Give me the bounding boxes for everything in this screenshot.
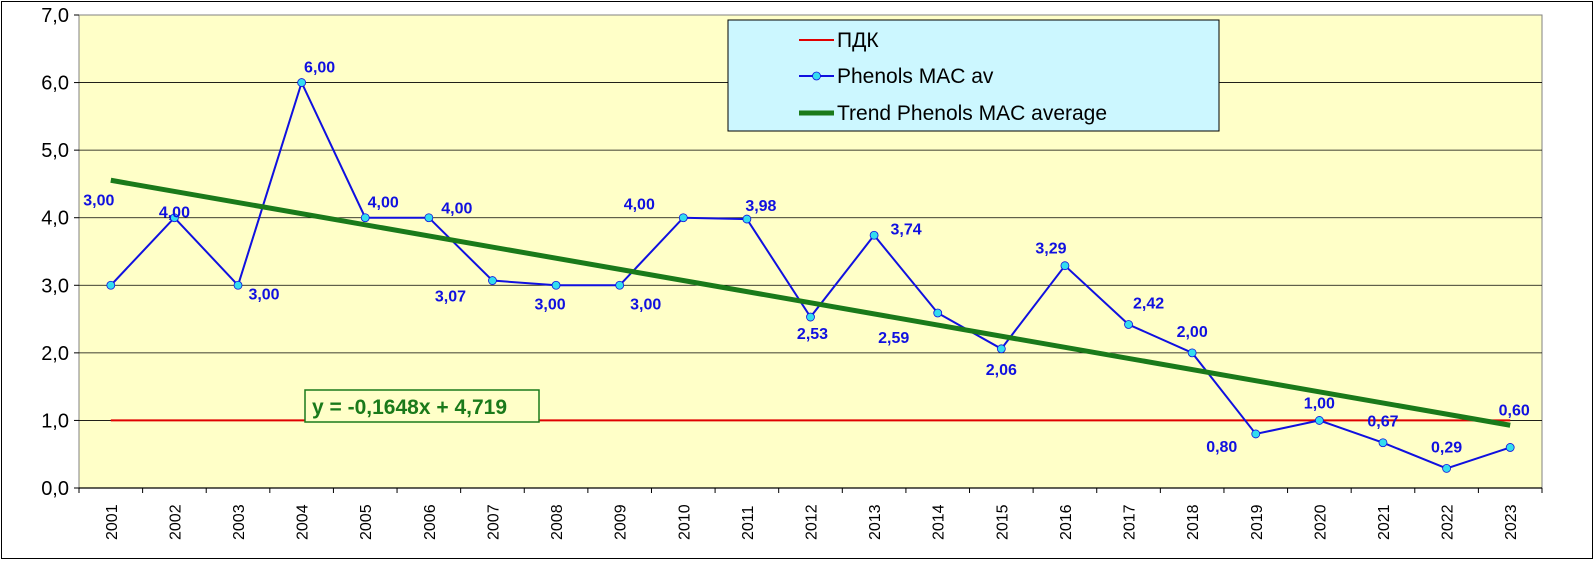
x-axis-ticks: 2001 2002 2003 2004 2005 2006 2007 2008 2009 2010… <box>78 487 1543 540</box>
x-tick-label: 2007 <box>485 504 502 540</box>
data-label: 2,42 <box>1133 295 1164 312</box>
data-label: 3,07 <box>435 289 466 306</box>
x-tick-label: 2010 <box>676 504 693 540</box>
x-tick-label: 2008 <box>549 504 566 540</box>
data-point-marker <box>1124 320 1133 329</box>
data-label: 2,00 <box>1177 324 1208 341</box>
data-label: 4,00 <box>159 205 190 222</box>
data-label: 0,29 <box>1431 439 1462 456</box>
x-tick-label: 2002 <box>167 504 184 540</box>
x-tick-label: 2019 <box>1249 504 1266 540</box>
legend-label-pdk: ПДК <box>837 29 879 52</box>
data-label: 4,00 <box>368 195 399 212</box>
data-label: 4,00 <box>624 197 655 214</box>
y-tick-label: 7,0 <box>41 5 69 27</box>
x-tick-label: 2009 <box>613 504 630 540</box>
x-tick-label: 2006 <box>422 504 439 540</box>
data-point-marker <box>806 312 815 322</box>
y-tick-label: 0,0 <box>41 478 69 500</box>
data-point-marker <box>170 213 179 223</box>
data-point-marker <box>1251 429 1261 439</box>
x-tick-label: 2018 <box>1185 504 1202 540</box>
data-label: 3,00 <box>630 296 661 313</box>
data-point-marker <box>615 280 625 290</box>
data-point-marker <box>996 344 1006 354</box>
data-point-marker <box>233 280 243 290</box>
data-label: 3,98 <box>745 198 776 215</box>
y-tick-label: 5,0 <box>41 140 69 162</box>
data-label: 3,29 <box>1035 241 1066 258</box>
data-point-marker <box>678 213 688 223</box>
y-tick-label: 4,0 <box>41 208 69 230</box>
x-tick-label: 2022 <box>1440 504 1457 540</box>
legend-marker-phenols <box>812 71 821 81</box>
data-point-marker <box>742 214 752 224</box>
data-label: 0,67 <box>1367 414 1398 431</box>
y-axis-ticks: 0,0 1,0 2,0 3,0 4,0 5,0 6,0 7,0 <box>41 5 79 500</box>
trend-equation-label: y = -0,1648x + 4,719 <box>312 396 507 419</box>
data-point-marker <box>424 213 434 223</box>
data-label: 2,59 <box>878 330 909 347</box>
legend-label-trend: Trend Phenols MAC average <box>837 102 1107 125</box>
x-tick-label: 2016 <box>1058 504 1075 540</box>
x-tick-label: 2012 <box>804 504 821 540</box>
data-label: 3,00 <box>534 296 565 313</box>
data-point-marker <box>297 78 307 87</box>
data-point-marker <box>551 280 561 290</box>
series-line-trend <box>110 177 1511 428</box>
y-tick-label: 3,0 <box>41 275 69 297</box>
data-label: 0,60 <box>1499 402 1530 419</box>
data-point-marker <box>1060 261 1070 271</box>
y-tick-label: 2,0 <box>41 343 69 365</box>
data-point-marker <box>1442 464 1451 473</box>
data-label: 3,00 <box>248 286 279 303</box>
data-label: 2,53 <box>797 326 828 343</box>
x-tick-label: 2005 <box>358 504 375 540</box>
data-label: 2,06 <box>986 362 1017 379</box>
x-tick-label: 2021 <box>1376 504 1393 540</box>
x-tick-label: 2017 <box>1122 504 1139 540</box>
data-point-marker <box>933 308 943 318</box>
y-tick-label: 6,0 <box>41 73 69 95</box>
x-tick-label: 2004 <box>295 504 312 540</box>
data-point-marker <box>1378 438 1388 448</box>
data-labels: 3,00 4,00 3,00 6,00 4,00 4,00 3,07 3,00 3,00 4,00… <box>83 60 1530 457</box>
y-tick-label: 1,0 <box>41 410 69 432</box>
legend-label-phenols: Phenols MAC av <box>837 65 994 88</box>
x-tick-label: 2001 <box>104 504 121 540</box>
data-point-marker <box>869 230 879 240</box>
data-point-marker <box>488 276 497 285</box>
data-point-marker <box>1314 416 1324 425</box>
trend-equation-box: y = -0,1648x + 4,719 <box>304 389 540 423</box>
data-label: 1,00 <box>1304 395 1335 412</box>
data-label: 3,00 <box>83 192 114 209</box>
legend: ПДК Phenols MAC av Trend Phenols MAC ave… <box>727 19 1220 132</box>
data-label: 4,00 <box>441 201 472 218</box>
x-tick-label: 2020 <box>1312 504 1329 540</box>
data-point-marker <box>106 280 116 290</box>
x-tick-label: 2015 <box>994 504 1011 540</box>
data-label: 6,00 <box>304 60 335 77</box>
data-point-marker <box>1187 348 1197 358</box>
x-tick-label: 2011 <box>740 505 757 540</box>
x-tick-label: 2023 <box>1503 504 1520 540</box>
data-point-marker <box>360 213 370 223</box>
x-tick-label: 2013 <box>867 504 884 540</box>
data-label: 3,74 <box>891 221 922 238</box>
data-label: 0,80 <box>1206 439 1237 456</box>
x-tick-label: 2014 <box>931 504 948 540</box>
x-tick-label: 2003 <box>231 504 248 540</box>
data-point-marker <box>1505 443 1515 452</box>
